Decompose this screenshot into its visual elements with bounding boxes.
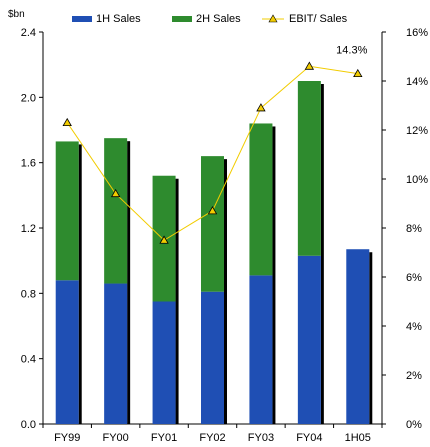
left-tick-label: 0.8 (21, 288, 36, 300)
legend-swatch-2h-sales (172, 16, 192, 22)
right-tick-label: 8% (406, 223, 422, 235)
x-tick-label: FY04 (296, 432, 322, 444)
legend-label: EBIT/ Sales (289, 13, 348, 25)
bar-2h-sales (249, 123, 273, 276)
right-tick-label: 2% (406, 370, 422, 382)
right-tick-label: 4% (406, 321, 422, 333)
left-tick-label: 1.2 (21, 223, 36, 235)
ebit-sales-marker (353, 68, 363, 78)
annotation-last-ebit: 14.3% (336, 45, 367, 57)
bar-shadow (78, 144, 82, 424)
ebit-sales-marker (207, 206, 218, 215)
x-tick-label: 1H05 (345, 432, 371, 444)
legend-swatch-marker (268, 14, 278, 23)
bar-1h-sales (104, 283, 128, 424)
x-tick-label: FY03 (248, 432, 274, 444)
ebit-sales-marker (62, 117, 72, 127)
bar-1h-sales (249, 275, 273, 424)
bar-2h-sales (201, 156, 224, 292)
right-tick-label: 10% (406, 174, 428, 186)
left-axis-unit-label: $bn (8, 9, 25, 20)
left-tick-label: 1.6 (21, 158, 36, 170)
left-tick-label: 2.0 (21, 92, 36, 104)
legend-label: 1H Sales (96, 13, 141, 25)
bar-shadow (272, 126, 276, 424)
bar-shadow (369, 252, 373, 424)
bar-shadow (175, 178, 179, 424)
bar-1h-sales (346, 249, 370, 424)
ebit-sales-marker (110, 188, 121, 198)
ebit-sales-marker (159, 235, 169, 244)
ebit-sales-marker (304, 61, 315, 70)
bar-2h-sales (297, 81, 321, 256)
right-tick-label: 12% (406, 125, 428, 137)
bar-shadow (224, 159, 227, 424)
x-tick-label: FY02 (199, 432, 225, 444)
bar-shadow (320, 84, 324, 424)
x-tick-label: FY01 (151, 432, 177, 444)
right-tick-label: 6% (406, 272, 422, 284)
bar-2h-sales (104, 138, 128, 284)
bar-2h-sales (55, 141, 79, 281)
bar-1h-sales (201, 291, 224, 424)
legend-swatch-1h-sales (72, 16, 92, 22)
right-tick-label: 14% (406, 76, 428, 88)
ebit-sales-marker (256, 103, 266, 112)
bar-1h-sales (55, 280, 79, 424)
bar-1h-sales (152, 301, 176, 424)
bar-shadow (127, 141, 131, 424)
left-tick-label: 0.4 (21, 354, 36, 366)
left-tick-label: 0.0 (21, 419, 36, 431)
right-tick-label: 16% (406, 27, 428, 39)
x-tick-label: FY99 (54, 432, 80, 444)
right-tick-label: 0% (406, 419, 422, 431)
left-tick-label: 2.4 (21, 27, 36, 39)
x-tick-label: FY00 (102, 432, 128, 444)
legend-label: 2H Sales (196, 13, 241, 25)
plot-area: 0.0 0.4 0.8 1.2 1.6 2.0 2.4 0% 2% 4% 6% 8% 10% 12% 14%… (21, 27, 429, 444)
bar-1h-sales (297, 255, 321, 424)
legend: 1H Sales 2H Sales EBIT/ Sales (72, 13, 348, 25)
